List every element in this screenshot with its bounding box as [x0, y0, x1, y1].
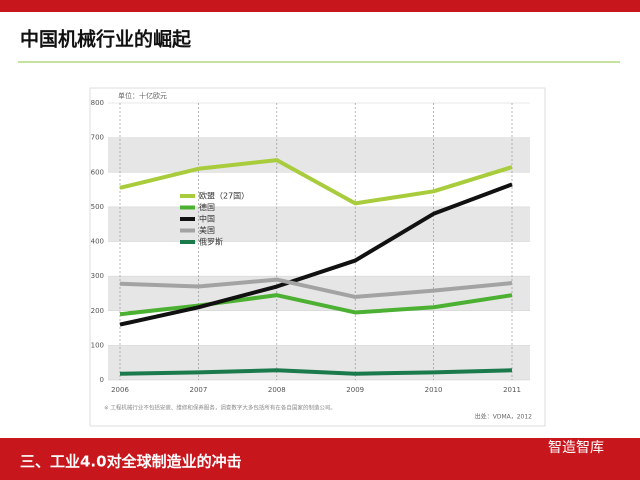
- y-tick-label: 700: [91, 134, 104, 142]
- x-tick-label: 2009: [346, 386, 364, 394]
- watermark: 智造智库: [548, 440, 604, 456]
- footnote: ※ 工程机械行业不包括安装、维修和保养服务，调查数字大多包括所有在各自国家的制造…: [104, 404, 336, 412]
- legend-label: 德国: [199, 202, 215, 212]
- y-tick-label: 0: [100, 376, 104, 384]
- plot-band: [108, 103, 530, 138]
- y-tick-label: 600: [91, 168, 104, 176]
- y-tick-label: 300: [91, 272, 104, 280]
- series-line: [119, 182, 513, 327]
- legend-label: 俄罗斯: [199, 237, 223, 247]
- x-tick-label: 2008: [268, 386, 286, 394]
- legend-label: 欧盟（27国）: [199, 191, 249, 201]
- series-line: [119, 293, 513, 317]
- plot-band: [108, 310, 530, 346]
- y-tick-label: 400: [91, 238, 104, 246]
- x-tick-label: 2006: [111, 386, 129, 394]
- source: 出处：VDMA，2012: [475, 413, 532, 421]
- legend-label: 美国: [199, 225, 215, 235]
- y-tick-label: 100: [91, 341, 104, 349]
- unit-label: 单位：十亿欧元: [118, 91, 167, 100]
- y-tick-label: 800: [91, 99, 104, 107]
- series-line: [119, 277, 513, 299]
- plot-band: [108, 206, 530, 242]
- legend-label: 中国: [199, 214, 215, 224]
- y-tick-label: 200: [91, 307, 104, 315]
- y-tick-label: 500: [91, 203, 104, 211]
- bottom-band: [0, 438, 640, 480]
- series-line: [119, 158, 513, 206]
- x-tick-label: 2011: [503, 386, 521, 394]
- x-tick-label: 2007: [189, 386, 207, 394]
- plot-band: [108, 172, 530, 207]
- series-line: [119, 368, 513, 376]
- plot-band: [108, 241, 530, 277]
- slide-title: 中国机械行业的崛起: [20, 28, 192, 51]
- top-band: [0, 0, 640, 12]
- x-tick-label: 2010: [425, 386, 443, 394]
- plot-band: [108, 137, 530, 173]
- section-title: 三、工业4.0对全球制造业的冲击: [20, 453, 242, 471]
